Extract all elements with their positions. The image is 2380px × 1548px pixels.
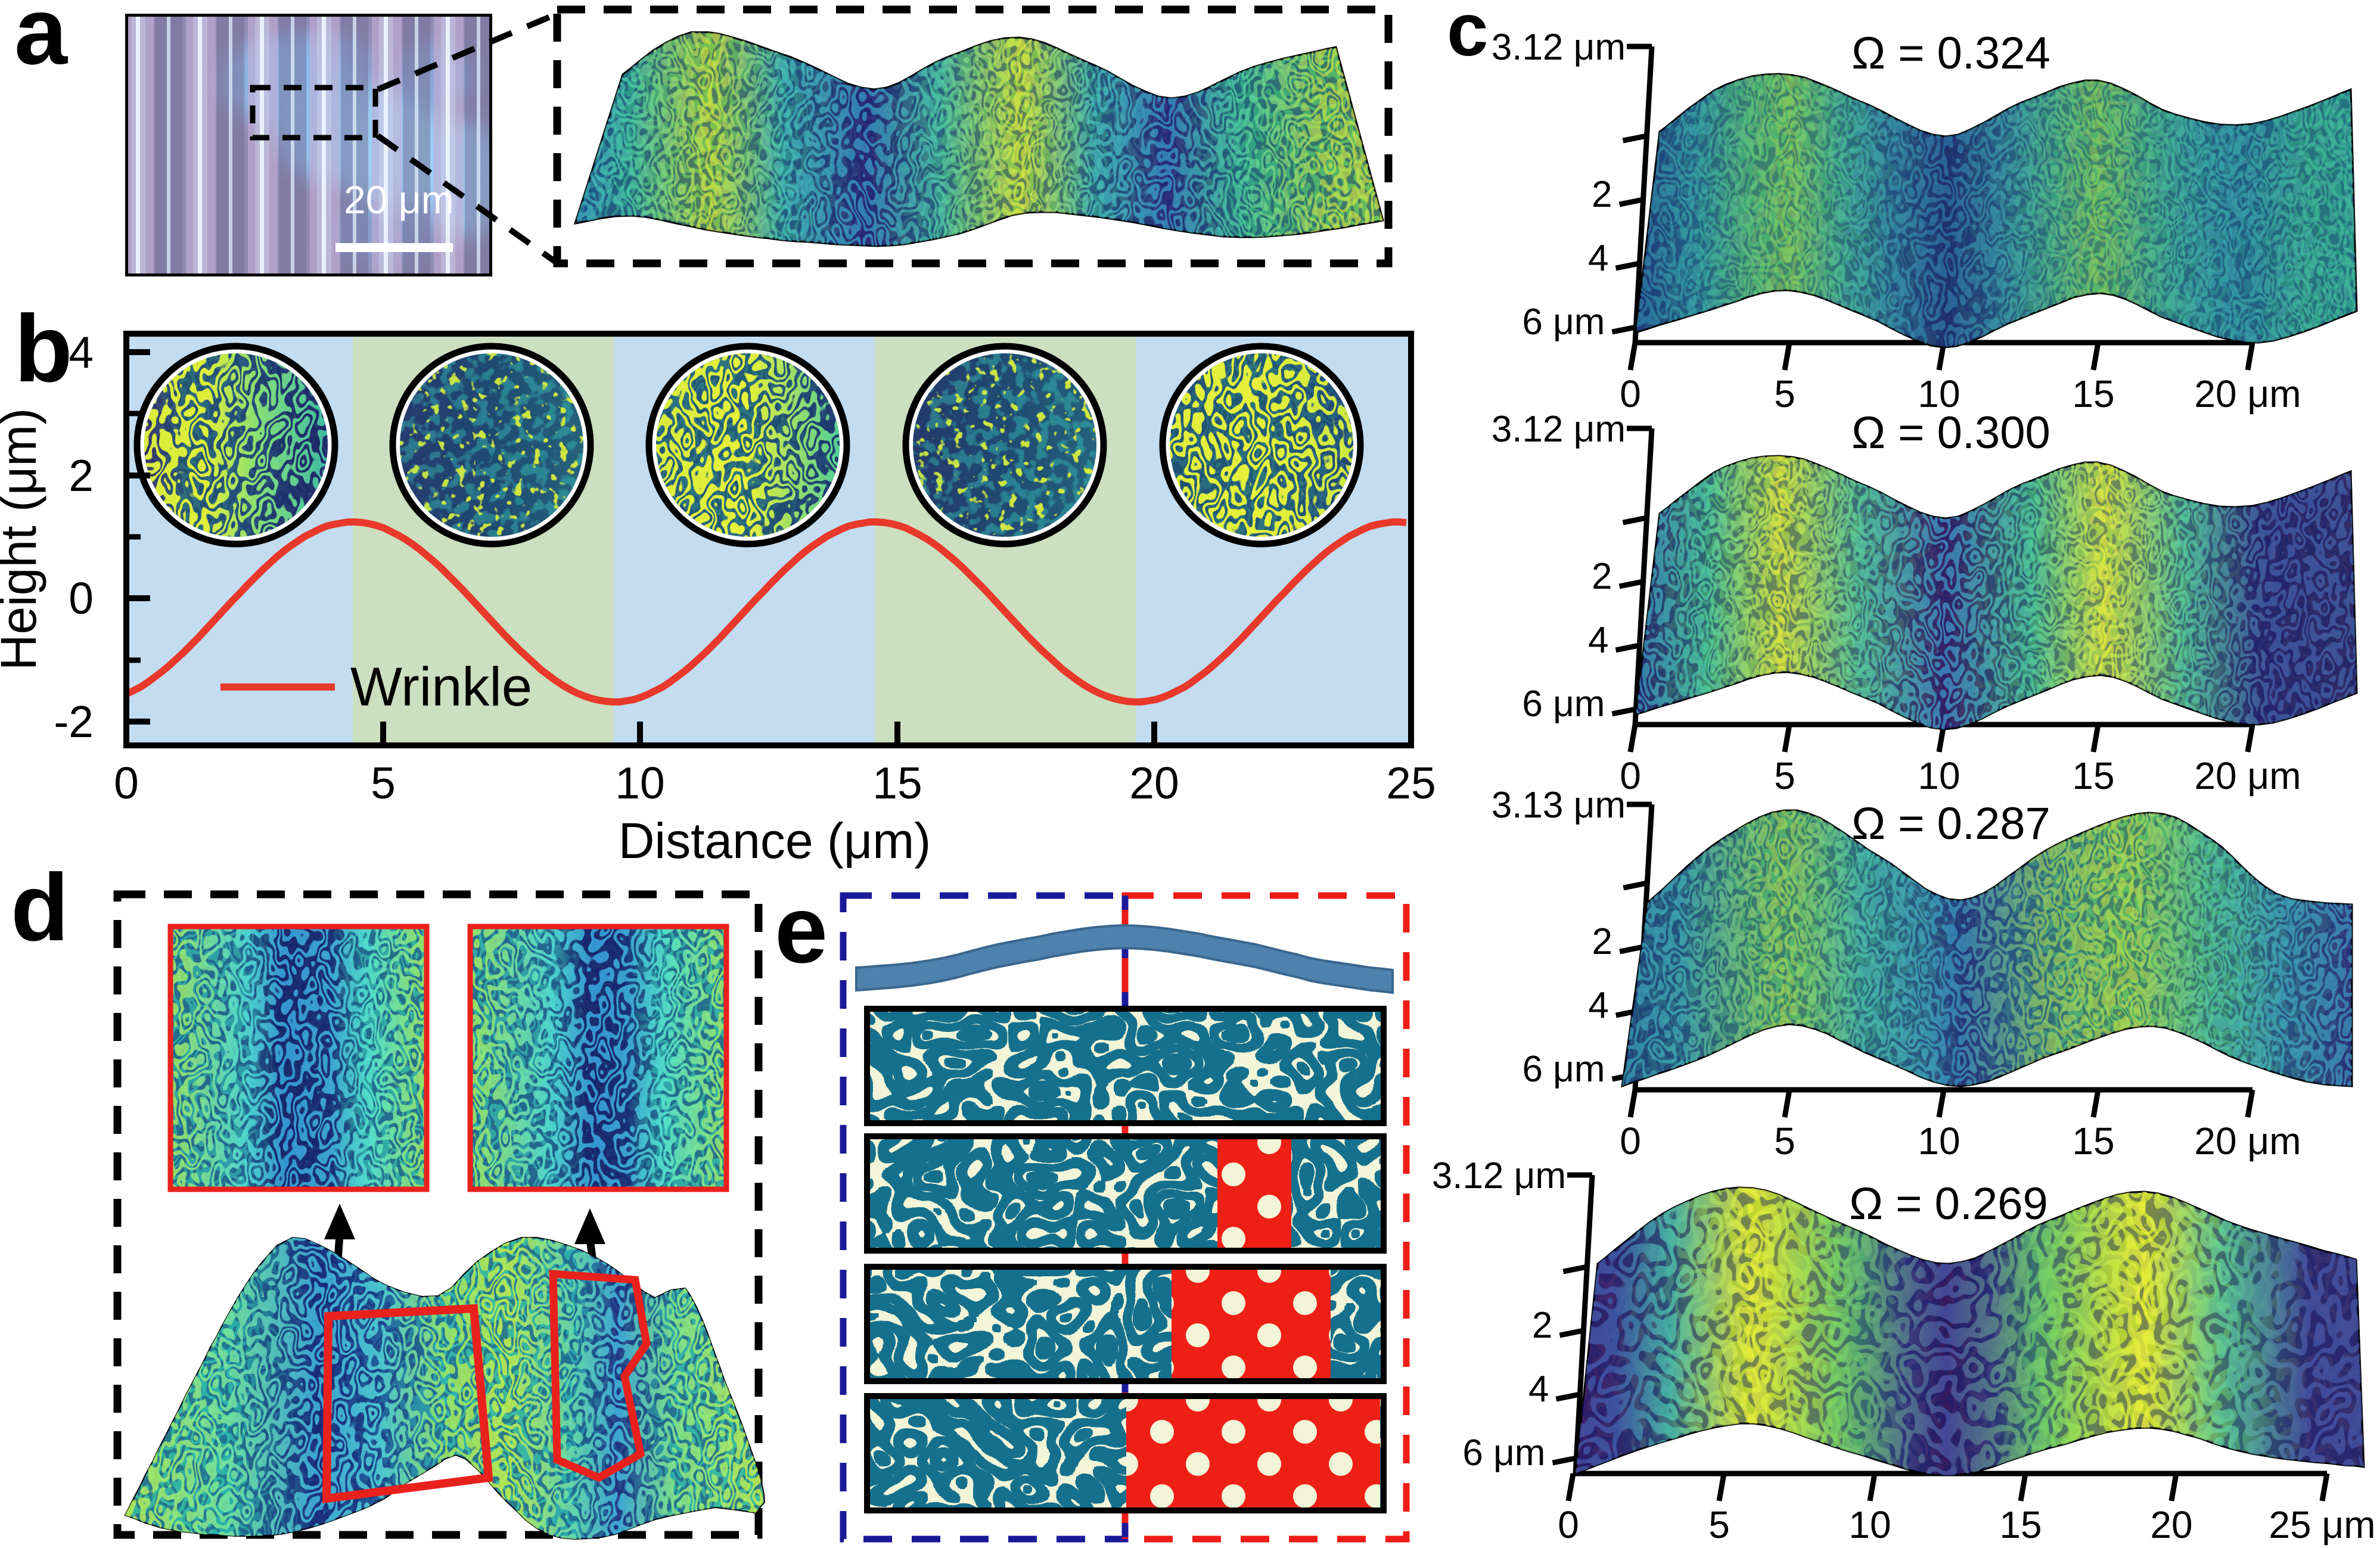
svg-text:4: 4 (1588, 985, 1608, 1026)
svg-text:6 μm: 6 μm (1522, 683, 1605, 725)
svg-text:10: 10 (1918, 754, 1960, 797)
svg-text:-2: -2 (54, 697, 94, 747)
svg-text:3.12 μm: 3.12 μm (1432, 1155, 1566, 1196)
svg-text:15: 15 (2072, 1120, 2114, 1162)
svg-text:10: 10 (615, 758, 664, 808)
svg-text:3.13 μm: 3.13 μm (1492, 785, 1626, 826)
svg-text:2: 2 (1532, 1305, 1552, 1346)
svg-text:15: 15 (872, 758, 922, 808)
svg-text:20: 20 (2150, 1503, 2192, 1546)
svg-text:6 μm: 6 μm (1462, 1432, 1545, 1474)
svg-text:a: a (14, 0, 68, 84)
svg-text:20 μm: 20 μm (2194, 754, 2301, 797)
svg-text:20 μm: 20 μm (344, 178, 454, 222)
svg-text:5: 5 (1774, 1120, 1795, 1162)
svg-text:2: 2 (1592, 556, 1612, 597)
svg-text:0: 0 (69, 573, 94, 623)
svg-text:Distance (μm): Distance (μm) (619, 813, 931, 869)
svg-text:3.12 μm: 3.12 μm (1492, 27, 1626, 68)
svg-text:2: 2 (1592, 921, 1612, 962)
svg-text:15: 15 (2072, 754, 2114, 797)
svg-text:5: 5 (1708, 1503, 1730, 1546)
svg-text:20: 20 (1129, 758, 1179, 808)
svg-text:15: 15 (2072, 372, 2114, 415)
svg-text:Ω = 0.287: Ω = 0.287 (1851, 798, 2050, 849)
svg-text:3.12 μm: 3.12 μm (1492, 409, 1626, 450)
svg-text:4: 4 (69, 327, 94, 377)
svg-text:10: 10 (1918, 1120, 1960, 1162)
svg-text:4: 4 (1528, 1369, 1549, 1410)
svg-text:Height (μm): Height (μm) (0, 408, 46, 670)
svg-text:0: 0 (1558, 1503, 1579, 1546)
svg-text:20 μm: 20 μm (2194, 372, 2301, 415)
svg-text:2: 2 (1592, 174, 1612, 215)
svg-text:d: d (11, 854, 69, 960)
svg-text:6 μm: 6 μm (1522, 301, 1605, 343)
svg-text:5: 5 (1774, 754, 1795, 797)
svg-text:4: 4 (1588, 620, 1608, 661)
svg-text:6 μm: 6 μm (1522, 1049, 1605, 1090)
svg-text:b: b (14, 295, 73, 402)
svg-text:0: 0 (114, 758, 139, 808)
svg-text:c: c (1447, 0, 1489, 72)
svg-text:5: 5 (1774, 372, 1795, 415)
svg-text:0: 0 (1620, 1120, 1641, 1162)
svg-text:Ω = 0.269: Ω = 0.269 (1849, 1179, 2048, 1229)
svg-text:e: e (775, 876, 828, 983)
svg-text:2: 2 (69, 450, 94, 501)
svg-text:25 μm: 25 μm (2269, 1503, 2375, 1546)
svg-text:15: 15 (1999, 1503, 2042, 1546)
svg-text:Wrinkle: Wrinkle (350, 657, 532, 717)
svg-text:Ω = 0.300: Ω = 0.300 (1851, 408, 2050, 458)
svg-text:5: 5 (371, 758, 396, 808)
svg-text:4: 4 (1588, 238, 1608, 279)
svg-text:25: 25 (1386, 758, 1436, 808)
svg-text:20 μm: 20 μm (2194, 1120, 2301, 1162)
svg-text:Ω = 0.324: Ω = 0.324 (1851, 28, 2050, 79)
svg-text:10: 10 (1848, 1503, 1891, 1546)
